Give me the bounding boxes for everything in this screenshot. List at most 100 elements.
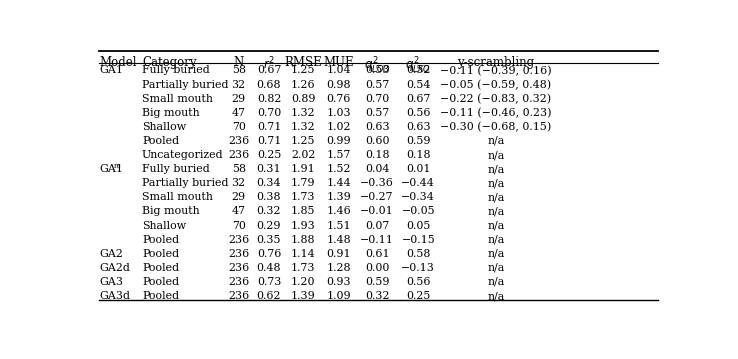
Text: 1.03: 1.03 bbox=[326, 108, 351, 118]
Text: 0.76: 0.76 bbox=[327, 94, 351, 104]
Text: GA3d: GA3d bbox=[99, 291, 130, 301]
Text: 29: 29 bbox=[232, 192, 246, 202]
Text: 0.57: 0.57 bbox=[365, 80, 389, 90]
Text: Big mouth: Big mouth bbox=[142, 206, 200, 216]
Text: 1.39: 1.39 bbox=[326, 192, 351, 202]
Text: 1.14: 1.14 bbox=[291, 249, 316, 259]
Text: 0.56: 0.56 bbox=[406, 108, 430, 118]
Text: 0.57: 0.57 bbox=[365, 108, 389, 118]
Text: n/a: n/a bbox=[487, 178, 505, 188]
Text: GA2: GA2 bbox=[99, 249, 123, 259]
Text: 236: 236 bbox=[228, 136, 249, 146]
Text: 47: 47 bbox=[232, 108, 246, 118]
Text: GA1: GA1 bbox=[99, 164, 123, 174]
Text: GA3: GA3 bbox=[99, 277, 123, 287]
Text: GA1: GA1 bbox=[99, 65, 123, 75]
Text: 1.25: 1.25 bbox=[291, 65, 316, 75]
Text: 0.34: 0.34 bbox=[257, 178, 281, 188]
Text: 1.73: 1.73 bbox=[291, 263, 316, 273]
Text: 0.31: 0.31 bbox=[257, 164, 281, 174]
Text: 1.02: 1.02 bbox=[326, 122, 351, 132]
Text: Model: Model bbox=[99, 56, 137, 69]
Text: 0.63: 0.63 bbox=[365, 122, 390, 132]
Text: 1.51: 1.51 bbox=[326, 220, 351, 230]
Text: RMSE: RMSE bbox=[284, 56, 323, 69]
Text: 58: 58 bbox=[232, 164, 246, 174]
Text: 1.93: 1.93 bbox=[291, 220, 316, 230]
Text: 1.26: 1.26 bbox=[291, 80, 316, 90]
Text: −0.36: −0.36 bbox=[360, 178, 394, 188]
Text: Shallow: Shallow bbox=[142, 220, 186, 230]
Text: N: N bbox=[233, 56, 244, 69]
Text: 0.59: 0.59 bbox=[365, 277, 390, 287]
Text: −0.11 (−0.39, 0.16): −0.11 (−0.39, 0.16) bbox=[441, 65, 552, 76]
Text: 0.25: 0.25 bbox=[406, 291, 430, 301]
Text: 1.46: 1.46 bbox=[326, 206, 351, 216]
Text: 0.71: 0.71 bbox=[257, 122, 281, 132]
Text: 1.79: 1.79 bbox=[291, 178, 316, 188]
Text: 0.91: 0.91 bbox=[326, 249, 351, 259]
Text: −0.13: −0.13 bbox=[401, 263, 435, 273]
Text: n/a: n/a bbox=[487, 263, 505, 273]
Text: 1.32: 1.32 bbox=[291, 122, 316, 132]
Text: 0.60: 0.60 bbox=[365, 136, 390, 146]
Text: 70: 70 bbox=[232, 122, 246, 132]
Text: 32: 32 bbox=[232, 80, 246, 90]
Text: 1.32: 1.32 bbox=[291, 108, 316, 118]
Text: n/a: n/a bbox=[487, 235, 505, 245]
Text: Big mouth: Big mouth bbox=[142, 108, 200, 118]
Text: −0.27: −0.27 bbox=[360, 192, 394, 202]
Text: n/a: n/a bbox=[487, 291, 505, 301]
Text: 0.73: 0.73 bbox=[257, 277, 281, 287]
Text: 0.07: 0.07 bbox=[365, 220, 389, 230]
Text: 58: 58 bbox=[232, 65, 246, 75]
Text: 0.05: 0.05 bbox=[406, 220, 430, 230]
Text: $q^2_{LKO}$: $q^2_{LKO}$ bbox=[405, 56, 431, 76]
Text: 0.67: 0.67 bbox=[257, 65, 281, 75]
Text: 236: 236 bbox=[228, 277, 249, 287]
Text: n/a: n/a bbox=[487, 206, 505, 216]
Text: −0.15: −0.15 bbox=[401, 235, 435, 245]
Text: 1.28: 1.28 bbox=[326, 263, 351, 273]
Text: −0.44: −0.44 bbox=[401, 178, 435, 188]
Text: 0.82: 0.82 bbox=[257, 94, 281, 104]
Text: MUE: MUE bbox=[323, 56, 354, 69]
Text: 0.93: 0.93 bbox=[326, 277, 351, 287]
Text: 0.61: 0.61 bbox=[365, 249, 390, 259]
Text: 0.29: 0.29 bbox=[257, 220, 281, 230]
Text: Small mouth: Small mouth bbox=[142, 94, 213, 104]
Text: 1.52: 1.52 bbox=[326, 164, 351, 174]
Text: 0.35: 0.35 bbox=[257, 235, 281, 245]
Text: −0.30 (−0.68, 0.15): −0.30 (−0.68, 0.15) bbox=[441, 122, 552, 132]
Text: −0.34: −0.34 bbox=[401, 192, 435, 202]
Text: 1.04: 1.04 bbox=[326, 65, 351, 75]
Text: 0.62: 0.62 bbox=[257, 291, 281, 301]
Text: −0.11: −0.11 bbox=[360, 235, 394, 245]
Text: 0.48: 0.48 bbox=[257, 263, 281, 273]
Text: 0.99: 0.99 bbox=[326, 136, 351, 146]
Text: n/a: n/a bbox=[487, 249, 505, 259]
Text: 0.54: 0.54 bbox=[406, 80, 430, 90]
Text: 1.44: 1.44 bbox=[326, 178, 351, 188]
Text: 0.70: 0.70 bbox=[257, 108, 281, 118]
Text: 1.91: 1.91 bbox=[291, 164, 316, 174]
Text: GA2d: GA2d bbox=[99, 263, 130, 273]
Text: Pooled: Pooled bbox=[142, 249, 179, 259]
Text: 0.63: 0.63 bbox=[406, 122, 430, 132]
Text: Small mouth: Small mouth bbox=[142, 192, 213, 202]
Text: 1.09: 1.09 bbox=[326, 291, 351, 301]
Text: 0.76: 0.76 bbox=[257, 249, 281, 259]
Text: 0.59: 0.59 bbox=[406, 136, 430, 146]
Text: 0.00: 0.00 bbox=[365, 263, 389, 273]
Text: n/a: n/a bbox=[487, 136, 505, 146]
Text: 0.32: 0.32 bbox=[365, 291, 390, 301]
Text: 1.39: 1.39 bbox=[291, 291, 316, 301]
Text: n/a: n/a bbox=[487, 220, 505, 230]
Text: Uncategorized: Uncategorized bbox=[142, 150, 224, 160]
Text: 1.25: 1.25 bbox=[291, 136, 316, 146]
Text: −0.01: −0.01 bbox=[360, 206, 394, 216]
Text: 0.71: 0.71 bbox=[257, 136, 281, 146]
Text: −0.11 (−0.46, 0.23): −0.11 (−0.46, 0.23) bbox=[441, 108, 552, 118]
Text: 236: 236 bbox=[228, 263, 249, 273]
Text: 0.52: 0.52 bbox=[406, 65, 430, 75]
